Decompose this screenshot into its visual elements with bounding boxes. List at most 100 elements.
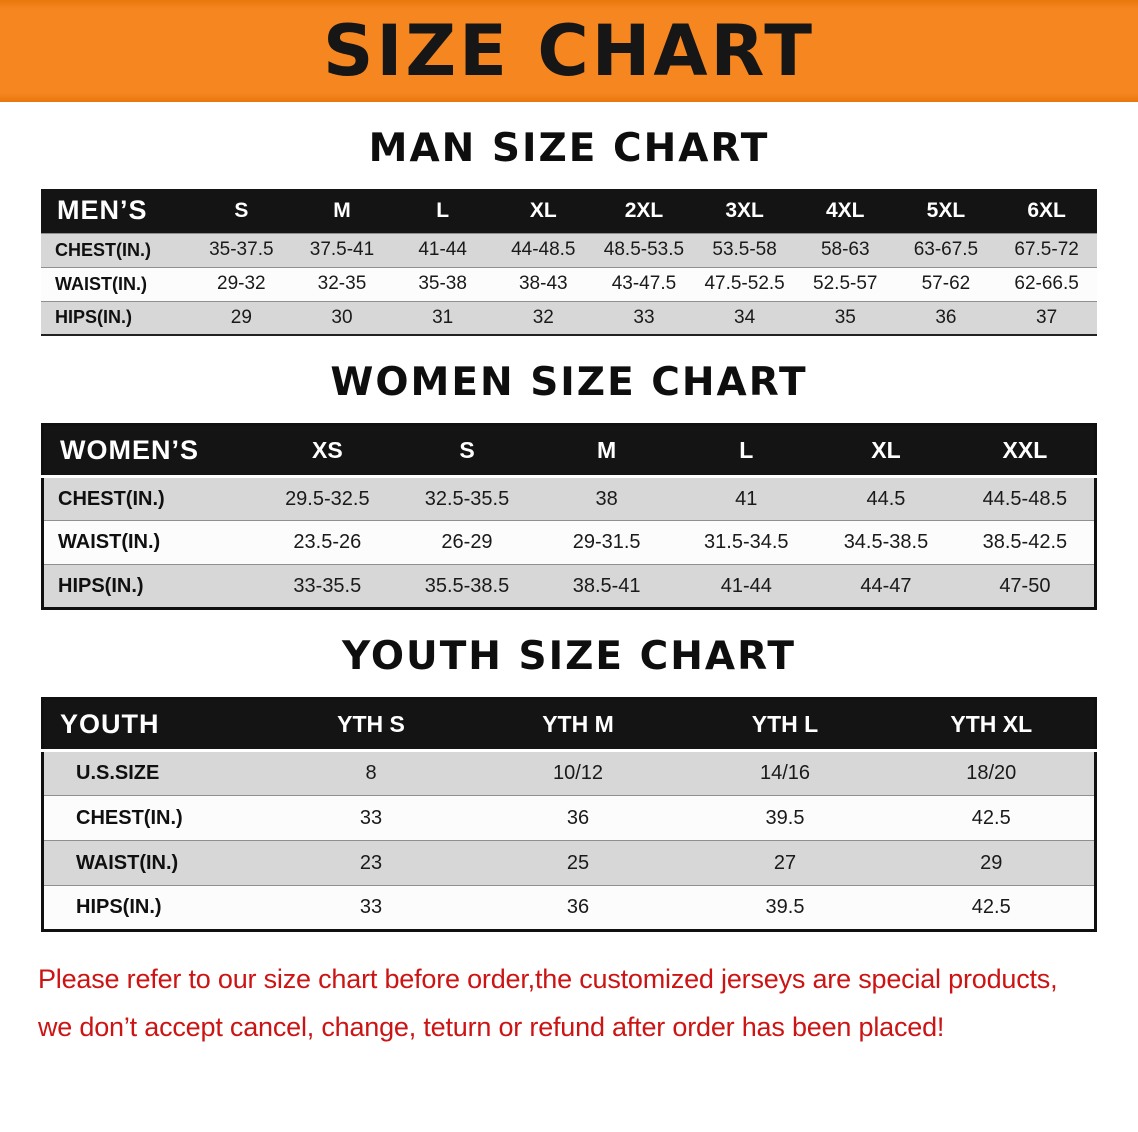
table-title-cell: MEN’S [41, 189, 191, 233]
size-value-cell: 44.5 [866, 487, 906, 510]
size-value-cell: 14/16 [759, 762, 811, 784]
measurement-label: HIPS(IN.) [55, 307, 133, 328]
size-value-cell: 38.5-42.5 [982, 531, 1068, 553]
size-value-cell: 43-47.5 [611, 273, 677, 294]
measurement-label: WAIST(IN.) [55, 273, 147, 294]
size-value-cell: 34 [734, 306, 756, 328]
size-value-cell: 33 [359, 896, 383, 918]
disclaimer-line-2: we don’t accept cancel, change, teturn o… [38, 1012, 945, 1042]
size-column-header: S [397, 424, 537, 478]
size-value-cell: 41-44 [720, 574, 772, 597]
youth-size-table: YOUTH YTH S YTH M YTH L YTH XL U.S.SIZE 8 10/12… [41, 697, 1097, 932]
size-value-cell: 29-32 [217, 273, 266, 294]
size-value-cell: 37 [1036, 306, 1058, 328]
size-value-cell: 33-35.5 [293, 574, 362, 597]
size-value-cell: 35.5-38.5 [424, 574, 510, 597]
disclaimer-note: Please refer to our size chart before or… [38, 960, 1100, 1046]
size-column-header: S [191, 189, 292, 233]
size-value-cell: 36 [566, 806, 590, 829]
header-row: MEN’S S M L XL 2XL 3XL 4XL 5XL 6XL [41, 189, 1097, 233]
size-column-header: L [392, 189, 493, 233]
measurement-row: CHEST(IN.) 29.5-32.5 32.5-35.5 38 41 44.5 44.5… [42, 476, 1096, 521]
size-value-cell: 36 [935, 306, 957, 328]
size-column-header: XXL [955, 424, 1096, 478]
size-value-cell: 29.5-32.5 [285, 487, 370, 510]
size-value-cell: 27 [773, 851, 797, 874]
size-column-header: XS [257, 424, 398, 478]
size-column-header: XL [492, 189, 594, 233]
measurement-row: U.S.SIZE 8 10/12 14/16 18/20 [42, 750, 1096, 796]
size-value-cell: 37.5-41 [309, 239, 375, 260]
size-column-header: L [676, 424, 817, 478]
measurement-label: U.S.SIZE [76, 762, 160, 784]
header-row: YOUTH YTH S YTH M YTH L YTH XL [42, 698, 1096, 752]
women-section-title: WOMEN SIZE CHART [330, 360, 808, 405]
title-banner: SIZE CHART [0, 0, 1138, 102]
men-size-table: MEN’S S M L XL 2XL 3XL 4XL 5XL 6XL CHEST(IN.) 35-37… [41, 189, 1097, 336]
size-value-cell: 29-31.5 [572, 531, 641, 553]
size-column-header: 5XL [895, 189, 997, 233]
size-value-cell: 29 [980, 851, 1003, 874]
size-chart-page: SIZE CHART MAN SIZE CHART MEN’S S M L XL 2XL 3… [0, 0, 1138, 1046]
size-value-cell: 42.5 [971, 806, 1011, 829]
measurement-label: CHEST(IN.) [58, 487, 165, 510]
size-value-cell: 52.5-57 [813, 273, 878, 294]
size-value-cell: 53.5-58 [712, 239, 777, 260]
size-value-cell: 36 [566, 896, 590, 918]
size-value-cell: 23.5-26 [293, 531, 362, 553]
measurement-row: HIPS(IN.) 33-35.5 35.5-38.5 38.5-41 41-44 44-… [42, 564, 1096, 609]
size-value-cell: 32 [532, 306, 554, 328]
measurement-row: WAIST(IN.) 29-32 32-35 35-38 38-43 43-47.5 47.… [41, 267, 1097, 301]
youth-size-section: YOUTH SIZE CHART YOUTH YTH S YTH M YTH L YTH… [0, 634, 1138, 932]
header-row: WOMEN’S XS S M L XL XXL [42, 424, 1096, 478]
women-size-table: WOMEN’S XS S M L XL XXL CHEST(IN.) 29.5-32.5 32.5… [41, 423, 1097, 610]
size-value-cell: 30 [331, 306, 353, 328]
size-value-cell: 44-48.5 [511, 239, 576, 260]
size-value-cell: 8 [365, 762, 377, 784]
measurement-label: CHEST(IN.) [55, 239, 151, 260]
page-title: SIZE CHART [322, 10, 816, 92]
size-column-header: 3XL [694, 189, 795, 233]
size-column-header: YTH S [267, 698, 475, 752]
size-value-cell: 41-44 [418, 239, 467, 260]
size-value-cell: 57-62 [921, 273, 971, 294]
women-size-section: WOMEN SIZE CHART WOMEN’S XS S M L XL XXL CHEST(… [0, 360, 1138, 610]
men-section-title: MAN SIZE CHART [368, 126, 770, 171]
table-title-cell: WOMEN’S [42, 424, 258, 478]
size-value-cell: 35-38 [418, 273, 467, 294]
measurement-row: HIPS(IN.) 33 36 39.5 42.5 [42, 885, 1096, 931]
size-value-cell: 39.5 [765, 806, 805, 829]
table-title-cell: YOUTH [42, 698, 268, 752]
size-column-header: XL [816, 424, 956, 478]
size-value-cell: 63-67.5 [913, 239, 979, 260]
size-value-cell: 58-63 [820, 239, 870, 260]
size-value-cell: 29 [230, 306, 252, 328]
measurement-row: CHEST(IN.) 33 36 39.5 42.5 [42, 795, 1096, 841]
size-value-cell: 23 [359, 851, 383, 874]
size-value-cell: 26-29 [441, 531, 493, 553]
size-value-cell: 18/20 [966, 762, 1017, 784]
measurement-label: WAIST(IN.) [76, 851, 179, 874]
size-value-cell: 62-66.5 [1014, 273, 1079, 294]
size-value-cell: 47.5-52.5 [704, 273, 785, 294]
size-value-cell: 32-35 [317, 273, 367, 294]
size-value-cell: 67.5-72 [1014, 239, 1079, 260]
size-value-cell: 25 [566, 851, 590, 874]
size-value-cell: 35 [834, 306, 856, 328]
size-value-cell: 42.5 [971, 896, 1011, 918]
size-value-cell: 48.5-53.5 [603, 239, 685, 260]
men-size-section: MAN SIZE CHART MEN’S S M L XL 2XL 3XL 4XL 5XL 6XL… [0, 126, 1138, 336]
size-column-header: YTH M [474, 698, 682, 752]
size-value-cell: 35-37.5 [209, 239, 274, 260]
size-value-cell: 44.5-48.5 [982, 487, 1068, 510]
measurement-row: WAIST(IN.) 23 25 27 29 [42, 840, 1096, 886]
size-value-cell: 47-50 [999, 574, 1051, 597]
size-value-cell: 44-47 [860, 574, 912, 597]
measurement-row: CHEST(IN.) 35-37.5 37.5-41 41-44 44-48.5 48.5… [41, 233, 1097, 267]
measurement-label: HIPS(IN.) [76, 896, 162, 918]
size-column-header: YTH L [681, 698, 889, 752]
size-value-cell: 31 [432, 306, 454, 328]
size-value-cell: 39.5 [765, 896, 805, 918]
measurement-label: WAIST(IN.) [58, 531, 161, 553]
size-value-cell: 33 [633, 306, 655, 328]
